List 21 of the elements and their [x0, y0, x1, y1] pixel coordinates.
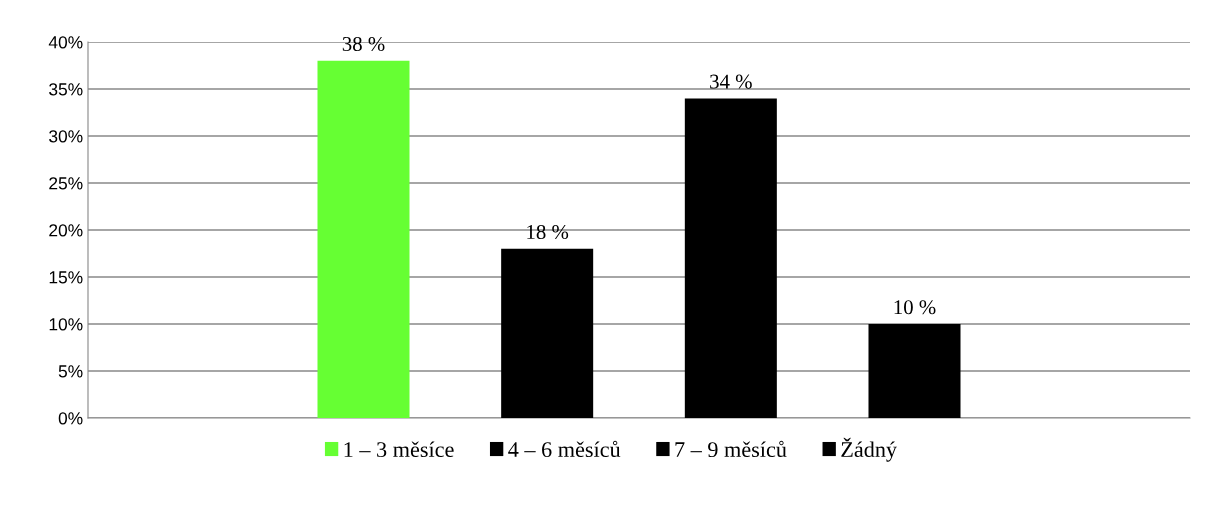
y-tick-label: 5% — [58, 365, 83, 378]
y-tick-label: 0% — [58, 412, 83, 425]
data-label: 18 % — [527, 224, 569, 240]
bar — [501, 248, 594, 418]
legend-label: 1 – 3 měsíce — [344, 441, 454, 458]
y-tick-label: 35% — [49, 83, 83, 96]
bar — [317, 60, 410, 418]
legend-label: 4 – 6 měsíců — [508, 440, 621, 458]
y-tick-label: 40% — [48, 36, 83, 49]
y-tick-label: 25% — [49, 177, 83, 190]
y-tick-label: 20% — [49, 224, 83, 237]
data-label: 38 % — [342, 36, 385, 52]
legend-label: Žádný — [841, 437, 897, 462]
bar — [868, 324, 961, 418]
data-label: 10 % — [894, 300, 936, 315]
legend-label: 7 – 9 měsíců — [675, 440, 787, 458]
y-tick-label: 15% — [49, 271, 83, 284]
data-label: 34 % — [710, 74, 752, 89]
bar — [684, 98, 777, 418]
y-tick-label: 30% — [49, 130, 83, 143]
y-tick-label: 10% — [49, 318, 83, 331]
